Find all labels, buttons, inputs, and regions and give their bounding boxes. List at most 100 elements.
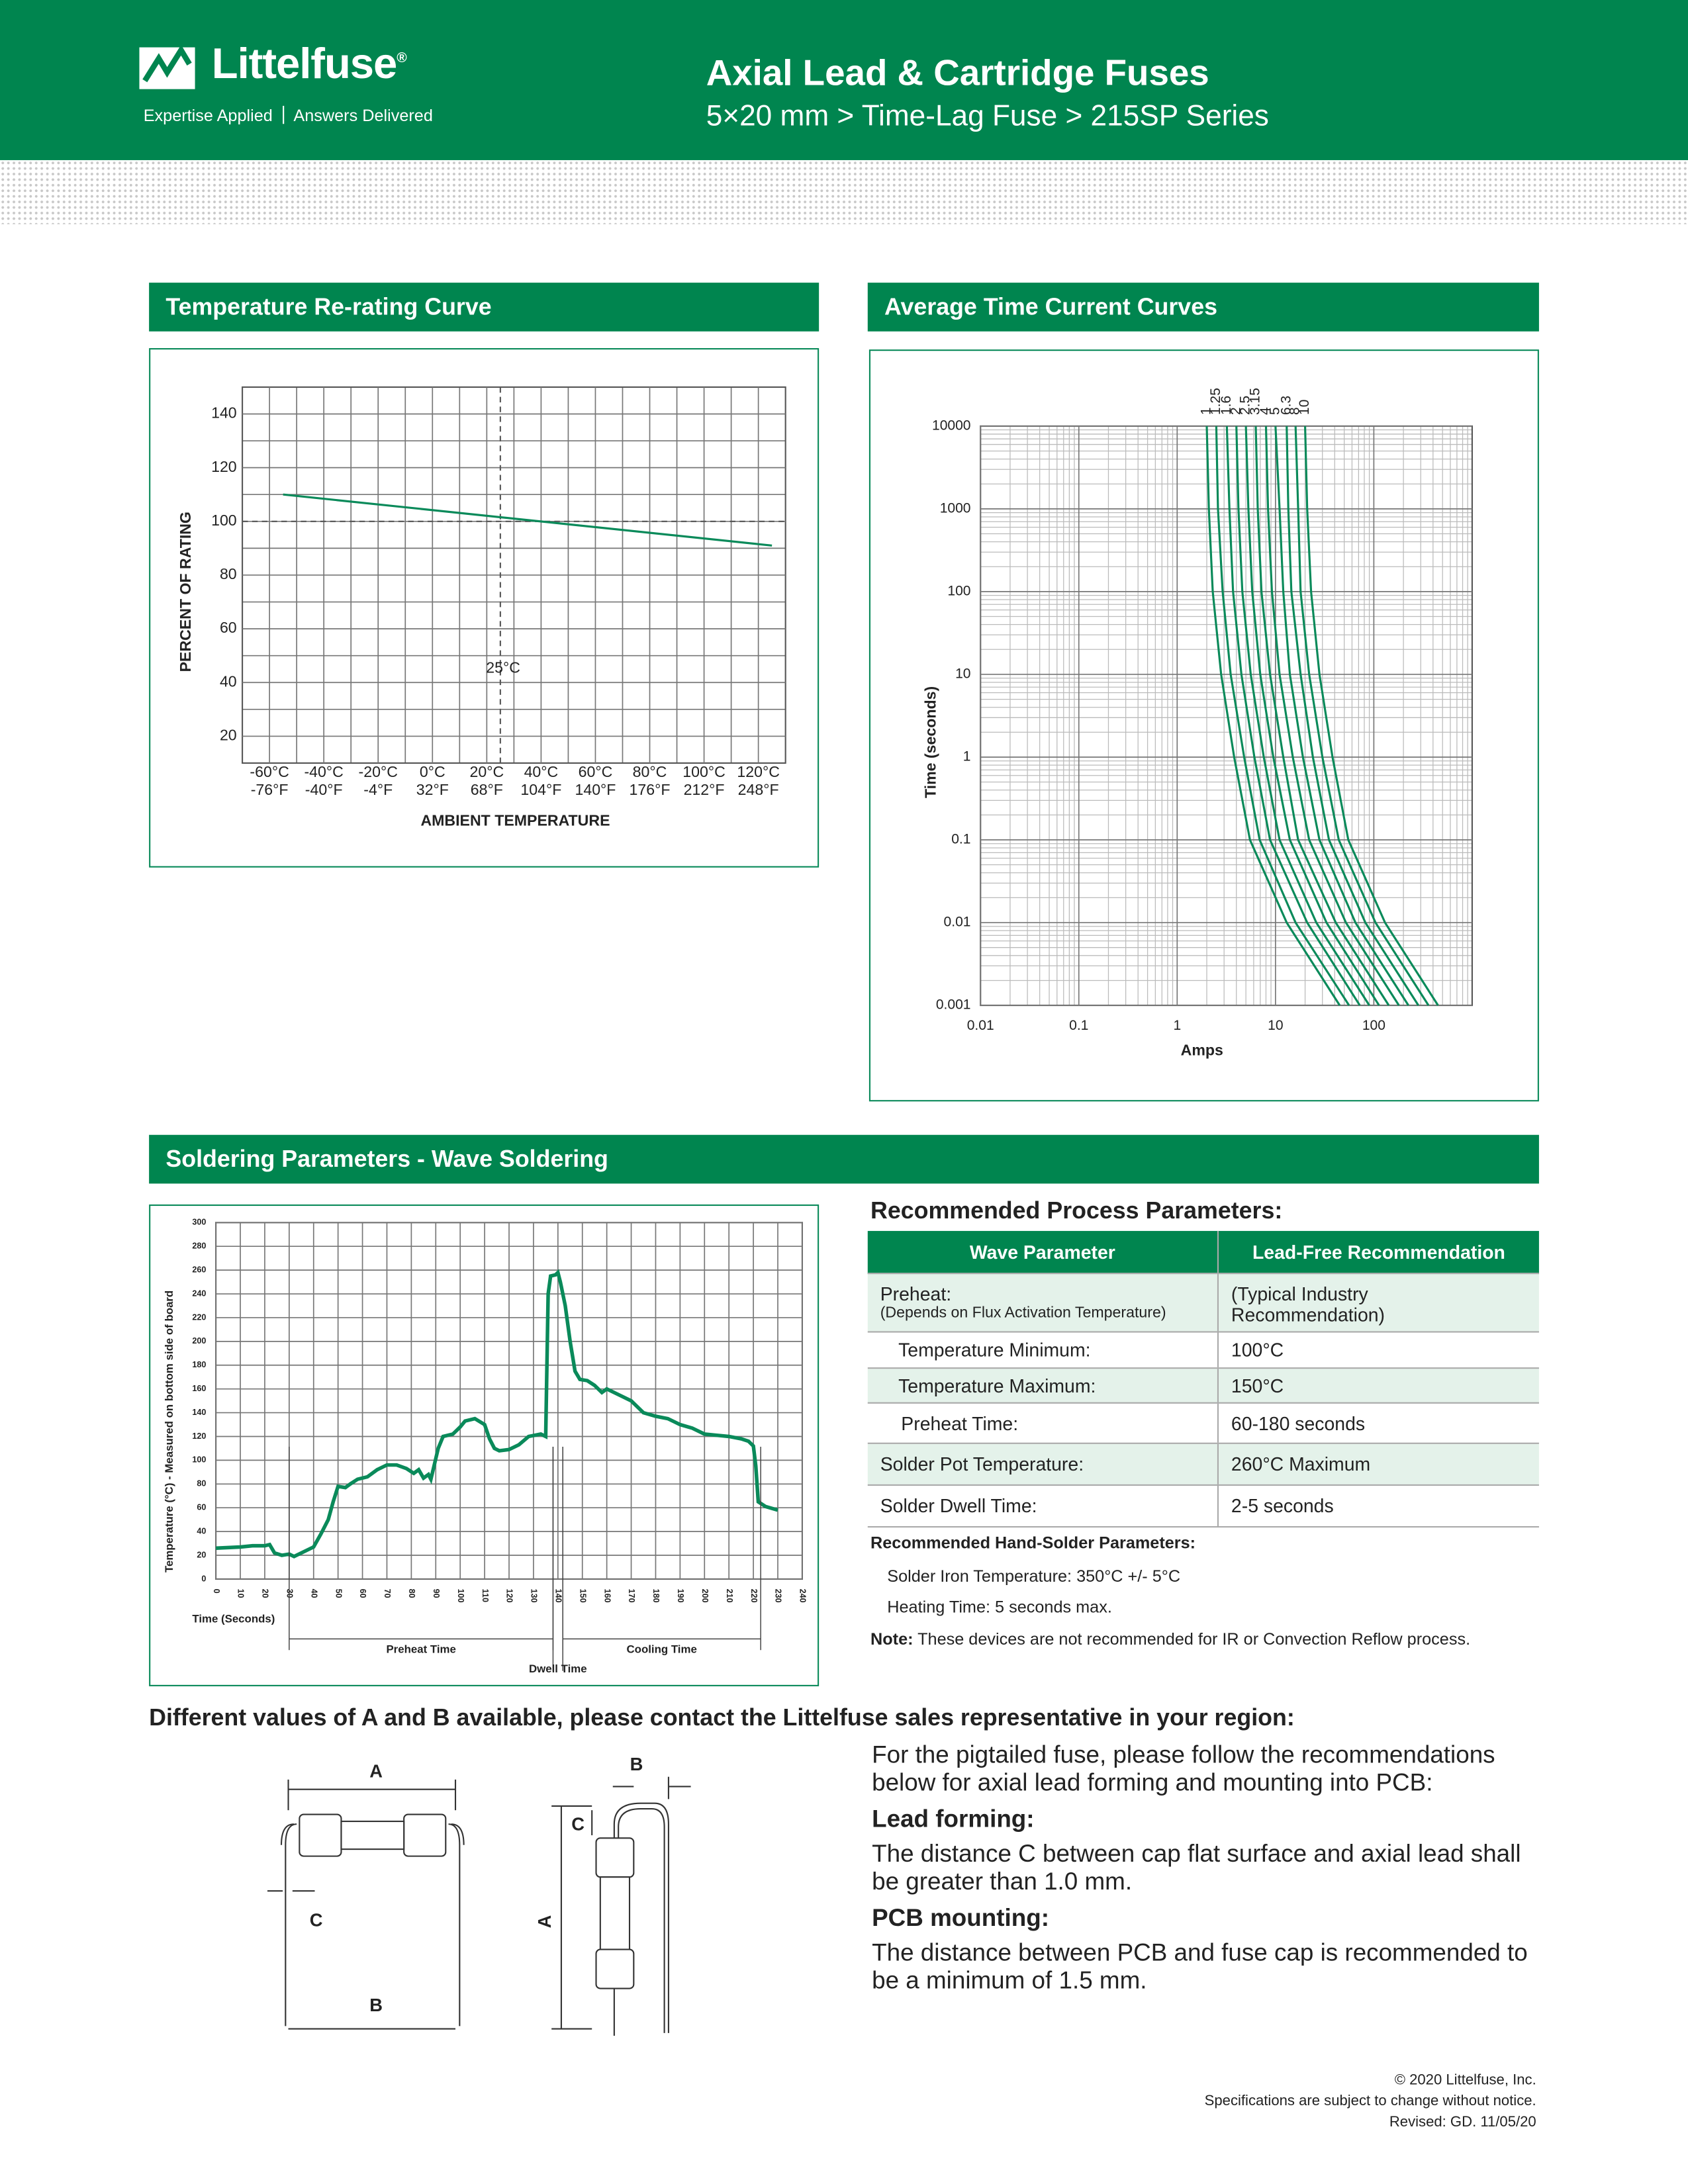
chart: 0.001 0.01 0.1 1 10 100 1000 10000 0.01 0.1 1 10 100… <box>922 388 1473 1059</box>
x-tick-label: 50 <box>334 1589 343 1598</box>
x-tick-label-alt: -4°F <box>363 781 393 798</box>
header-subtitle: 5×20 mm > Time-Lag Fuse > 215SP Series <box>706 100 1269 132</box>
data-line <box>1254 426 1390 1006</box>
x-tick-label: 10 <box>236 1589 246 1598</box>
header-title: Axial Lead & Cartridge Fuses <box>706 51 1209 93</box>
curve-label: 1.25 <box>1208 388 1223 415</box>
x-tick-label: 60°C <box>579 763 613 780</box>
x-tick-label: 230 <box>774 1589 783 1603</box>
y-tick-label: 1000 <box>940 500 971 516</box>
phase-label: Dwell Time <box>529 1662 587 1675</box>
y-tick-label: 60 <box>220 619 237 636</box>
header-bar: Littelfuse® Expertise Applied Answers Del… <box>0 0 1688 160</box>
data-line <box>1274 426 1410 1006</box>
parameter-name: Solder Dwell Time: <box>880 1495 1037 1517</box>
x-tick-label: 40°C <box>524 763 559 780</box>
note-label: Note: <box>870 1629 914 1649</box>
y-tick-label: 260 <box>192 1265 206 1274</box>
x-tick-label: 0.01 <box>967 1018 994 1033</box>
curve-label: 2 <box>1228 407 1243 415</box>
chart: 20 40 60 80 100 120 140 -60°C-76°F -40°C-40°F -20… <box>177 386 786 829</box>
value-cell: 60-180 seconds <box>1217 1402 1539 1444</box>
y-tick-label: 240 <box>192 1289 206 1298</box>
x-tick-label: 80°C <box>633 763 667 780</box>
x-tick-label-alt: 176°F <box>630 781 671 798</box>
y-tick-label: 300 <box>192 1218 206 1227</box>
x-tick-label: 210 <box>725 1589 734 1603</box>
y-tick-label: 0 <box>201 1574 206 1583</box>
parameter-cell: Preheat Time: <box>867 1402 1218 1444</box>
parameter-name: Preheat Time: <box>901 1412 1019 1434</box>
footer-line: © 2020 Littelfuse, Inc. <box>1394 2071 1536 2089</box>
lead-heading: Different values of A and B available, p… <box>149 1704 1295 1731</box>
data-line <box>1264 426 1400 1006</box>
parameter-cell: Temperature Maximum: <box>867 1368 1218 1404</box>
data-line <box>1225 426 1361 1006</box>
x-tick-label-alt: 32°F <box>416 781 449 798</box>
x-tick-label: 220 <box>749 1589 759 1603</box>
curve-label: 5 <box>1267 407 1282 415</box>
curve-label: 1.6 <box>1219 396 1234 415</box>
y-tick-label: 0.01 <box>944 915 971 930</box>
x-tick-label-alt: -76°F <box>251 781 289 798</box>
data-line <box>1244 426 1380 1006</box>
chart-frame <box>868 349 1539 1102</box>
y-tick-label: 1 <box>963 749 971 764</box>
x-tick-label: 240 <box>798 1589 808 1603</box>
diagram-label: A <box>534 1915 555 1928</box>
y-tick-label: 180 <box>192 1360 206 1369</box>
x-tick-label: -60°C <box>250 763 289 780</box>
value-cell: 260°C Maximum <box>1217 1443 1539 1486</box>
x-tick-label: 40 <box>309 1589 318 1598</box>
hand-solder-title: Recommended Hand-Solder Parameters: <box>870 1533 1196 1553</box>
x-tick-label: 160 <box>602 1589 612 1603</box>
table-row: Preheat Time: 60-180 seconds <box>867 1402 1539 1444</box>
brand-name: Littelfuse <box>211 38 397 88</box>
reference-label: 25°C <box>486 659 520 676</box>
parameter-name: Solder Pot Temperature: <box>880 1453 1084 1475</box>
x-tick-label: 190 <box>676 1589 685 1603</box>
chart-frame <box>149 1204 820 1686</box>
chart-frame <box>149 348 820 868</box>
lead-diagram <box>267 1776 691 2036</box>
x-tick-label: 170 <box>627 1589 636 1603</box>
x-tick-label: 0.1 <box>1069 1018 1088 1033</box>
x-tick-label: 120 <box>505 1589 514 1603</box>
x-tick-label: 20 <box>261 1589 270 1598</box>
x-tick-label-alt: -40°F <box>305 781 343 798</box>
x-tick-label: 200 <box>700 1589 710 1603</box>
table-header-cell: Lead-Free Recommendation <box>1217 1230 1539 1275</box>
y-tick-label: 100 <box>211 512 237 529</box>
y-tick-label: 40 <box>197 1526 206 1535</box>
y-tick-label: 80 <box>220 565 237 582</box>
y-tick-label: 140 <box>192 1408 206 1417</box>
dot-band <box>0 159 1688 224</box>
y-tick-label: 160 <box>192 1384 206 1393</box>
y-tick-label: 0.001 <box>936 997 971 1013</box>
curve-label: 6.3 <box>1278 396 1293 415</box>
x-tick-label: 1 <box>1173 1018 1181 1033</box>
table-row: Solder Dwell Time: 2-5 seconds <box>867 1484 1539 1528</box>
x-tick-label: 90 <box>432 1589 441 1598</box>
footer-line: Revised: GD. 11/05/20 <box>1389 2113 1536 2131</box>
value-cell: 100°C <box>1217 1332 1539 1369</box>
x-tick-label: 0°C <box>420 763 445 780</box>
y-tick-label: 20 <box>220 727 237 744</box>
x-tick-label: 10 <box>1268 1018 1283 1033</box>
lead-section-title: Lead forming: <box>872 1804 1035 1833</box>
y-tick-label: 80 <box>197 1479 206 1488</box>
x-tick-label: 100 <box>1362 1018 1385 1033</box>
chart: 0204060801001201401601802002202402602803… <box>163 1218 807 1676</box>
data-line <box>215 1269 778 1559</box>
y-tick-label: 0.1 <box>951 832 970 847</box>
x-tick-label: 60 <box>358 1589 367 1598</box>
footer-line: Specifications are subject to change wit… <box>1204 2093 1536 2110</box>
data-line <box>1294 426 1430 1006</box>
curve-label: 8 <box>1288 407 1303 415</box>
footer: © 2020 Littelfuse, Inc. Specifications a… <box>975 2071 1536 2134</box>
phase-label: Cooling Time <box>627 1643 697 1656</box>
parameter-cell: Solder Dwell Time: <box>867 1484 1218 1528</box>
value-cell: 150°C <box>1217 1368 1539 1404</box>
